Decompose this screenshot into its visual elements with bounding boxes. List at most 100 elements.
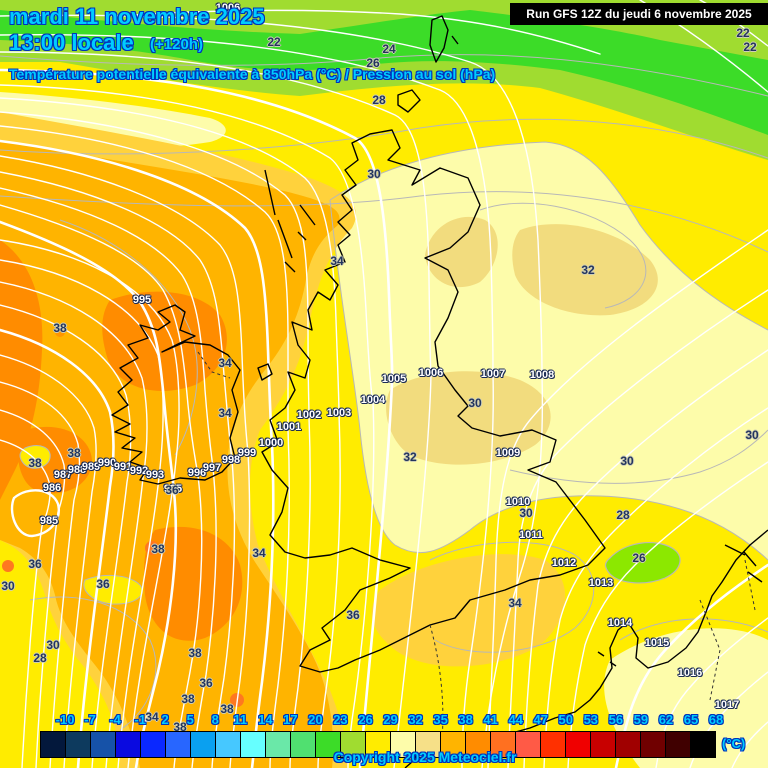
theta-label: 32 — [403, 450, 417, 464]
colorbar-tick: -1 — [134, 712, 146, 727]
theta-label: 36 — [28, 557, 42, 571]
pressure-label: 1011 — [519, 529, 543, 541]
colorbar-tick: 26 — [358, 712, 373, 727]
colorbar-tick: 59 — [633, 712, 649, 727]
colorbar-tick: 11 — [233, 712, 248, 727]
colorbar-tick: 8 — [211, 712, 219, 727]
colorbar-tick: 29 — [383, 712, 398, 727]
pressure-label: 1017 — [714, 699, 740, 711]
date-title: mardi 11 novembre 2025 — [9, 4, 265, 29]
theta-label: 22 — [743, 40, 757, 54]
pressure-label: 996 — [187, 467, 207, 479]
pressure-label: 1004 — [360, 394, 386, 406]
colorbar-cell — [115, 732, 140, 757]
theta-label: 30 — [745, 428, 759, 442]
colorbar-tick: 65 — [683, 712, 699, 727]
pressure-label: 1008 — [529, 369, 555, 381]
theta-label: 34 — [252, 546, 266, 560]
theta-label: 22 — [736, 26, 750, 40]
theta-label: 36 — [96, 577, 110, 591]
theta-label: 28 — [372, 93, 386, 107]
colorbar-cell — [390, 732, 415, 757]
colorbar-tick: 50 — [558, 712, 573, 727]
theta-label: 22 — [267, 35, 281, 49]
colorbar-cell — [90, 732, 115, 757]
time-title: 13:00 locale — [9, 30, 134, 55]
pressure-label: 995 — [132, 294, 152, 306]
colorbar-tick: 23 — [333, 712, 348, 727]
pressure-label: 988 — [67, 464, 87, 476]
theta-label: 30 — [46, 638, 60, 652]
theta-label: 34 — [508, 596, 522, 610]
pressure-label: 1015 — [644, 637, 670, 649]
pressure-label: 1009 — [495, 447, 521, 459]
copyright-text: Copyright 2025 Meteociel.fr — [333, 749, 517, 765]
theta-label: 38 — [67, 446, 81, 460]
colorbar-tick: 35 — [433, 712, 448, 727]
theta-label: 34 — [218, 406, 232, 420]
theta-label: 32 — [581, 263, 595, 277]
pressure-label: 1007 — [480, 368, 506, 380]
theta-label: 26 — [366, 56, 380, 70]
theta-label: 34 — [145, 710, 159, 724]
pressure-label: 991 — [113, 461, 133, 473]
colorbar-tick: 68 — [708, 712, 724, 727]
colorbar-cell — [215, 732, 240, 757]
pressure-label: 999 — [237, 447, 257, 459]
pressure-label: 1000 — [258, 437, 284, 449]
pressure-label: 989 — [81, 461, 101, 473]
admin-borders — [197, 351, 756, 741]
pressure-label: 1006 — [418, 367, 444, 379]
theta-contour-lines — [0, 54, 768, 731]
theta-label: 38 — [220, 702, 234, 716]
pressure-label: 1003 — [326, 407, 352, 419]
pressure-label: 1001 — [276, 421, 302, 433]
colorbar-cell — [640, 732, 665, 757]
colorbar-tick: 5 — [186, 712, 194, 727]
theta-label: 38 — [181, 692, 195, 706]
colorbar — [40, 731, 716, 758]
colorbar-tick: 17 — [283, 712, 298, 727]
theta-label: 38 — [28, 456, 42, 470]
colorbar-cell — [540, 732, 565, 757]
theta-label: 36 — [199, 676, 213, 690]
colorbar-cell — [65, 732, 90, 757]
pressure-label: 995 — [163, 483, 183, 495]
pressure-label: 1014 — [607, 617, 633, 629]
theta-label: 30 — [468, 396, 482, 410]
theta-label: 30 — [620, 454, 634, 468]
pressure-label: 1010 — [505, 496, 531, 508]
theta-label: 36 — [165, 483, 179, 497]
pressure-label: 998 — [221, 454, 241, 466]
theta-label: 38 — [188, 646, 202, 660]
theta-label: 30 — [367, 167, 381, 181]
colorbar-cell — [440, 732, 465, 757]
colorbar-tick: -7 — [84, 712, 96, 727]
colorbar-tick: -10 — [55, 712, 75, 727]
theta-label: 36 — [346, 608, 360, 622]
pressure-label: 1006 — [215, 2, 241, 14]
theta-label: 26 — [632, 551, 646, 565]
theta-label: 28 — [33, 651, 47, 665]
colorbar-cell — [165, 732, 190, 757]
colorbar-cell — [565, 732, 590, 757]
theta-label: 24 — [382, 42, 396, 56]
colorbar-cell — [190, 732, 215, 757]
pressure-label: 990 — [97, 457, 117, 469]
pressure-label: 985 — [39, 515, 59, 527]
colorbar-tick: 2 — [161, 712, 169, 727]
colorbar-cell — [290, 732, 315, 757]
colorbar-cell — [315, 732, 340, 757]
colorbar-cell — [140, 732, 165, 757]
forecast-offset: (+120h) — [150, 36, 203, 53]
colorbar-tick: 32 — [408, 712, 423, 727]
theta-label: 38 — [173, 720, 187, 734]
colorbar-cell — [690, 732, 716, 757]
colorbar-unit: (°C) — [722, 736, 746, 751]
pressure-label: 1002 — [296, 409, 322, 421]
colorbar-cell — [40, 732, 65, 757]
colorbar-tick: 20 — [308, 712, 323, 727]
pressure-label: 1012 — [551, 557, 577, 569]
